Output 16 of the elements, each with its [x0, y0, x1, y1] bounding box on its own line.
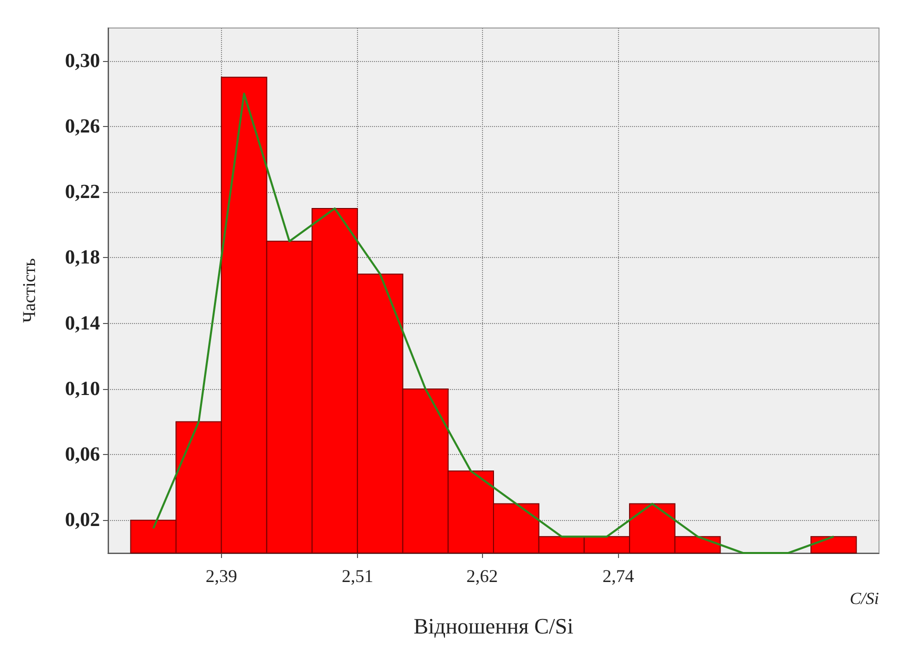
x-tick-label: 2,74 [602, 566, 634, 586]
line-series [152, 92, 835, 554]
y-tick-label: 0,06 [65, 444, 100, 466]
y-tick-label: 0,14 [65, 312, 100, 334]
x-axis-title: Відношення C/Si [414, 614, 574, 638]
y-tick-label: 0,26 [65, 115, 100, 138]
y-tick-label: 0,30 [65, 50, 100, 72]
y-tick-label: 0,02 [65, 509, 100, 532]
x-tick-label: 2,39 [206, 566, 238, 586]
y-axis-title: Частість [19, 258, 39, 323]
y-tick-label: 0,10 [65, 378, 100, 400]
x-tick-label: 2,62 [466, 566, 498, 586]
y-tick-label: 0,22 [65, 181, 100, 204]
text: C/Si [850, 589, 880, 608]
y-tick-label: 0,18 [65, 246, 100, 269]
x-tick-label: 2,51 [342, 566, 374, 586]
